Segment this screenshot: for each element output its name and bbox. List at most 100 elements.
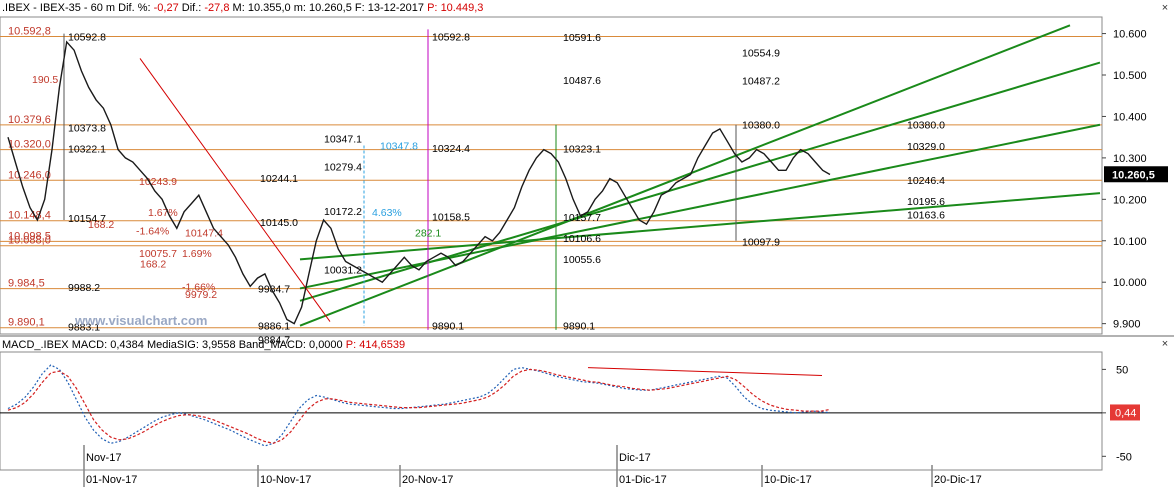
price-annotation: 4.63% [372,207,402,219]
price-series [7,40,831,325]
level-label: 10.592,8 [8,26,51,38]
channel-line [299,24,1071,327]
price-annotation: 9988.2 [68,282,100,294]
macd-title: MACD_.IBEX [2,339,69,351]
signal-line [7,368,831,444]
level-label: 10.148,4 [8,210,51,222]
dif-label: Dif.: [181,2,202,14]
price-y-tick-label: 9.900 [1113,319,1141,331]
price-annotation: 190.5 [32,74,58,86]
price-annotation: 10031.2 [324,264,362,276]
signal-value: 3,9558 [201,339,236,351]
p-label: P: [427,2,438,14]
axes: 10.600 10.500 10.400 10.300 10.200 10.100 10.0… [0,29,1168,487]
price-annotation: 10380.0 [742,120,780,132]
price-annotation: -1.64% [136,225,169,237]
price-annotation: 10324.4 [432,143,470,155]
symbol-label: .IBEX - IBEX-35 - 60 m [2,2,116,14]
max-value: 10.355,0 [247,2,291,14]
level-label: 9.984,5 [8,278,45,290]
level-label: 10.246,0 [8,169,51,181]
x-tick-label: 20-Dic-17 [934,474,982,486]
level-label: 9.890,1 [8,317,45,329]
x-tick-label: Dic-17 [619,452,651,464]
price-annotation: 10347.8 [380,140,418,152]
date-label: F: [354,2,365,14]
price-annotation: 9984.7 [258,284,290,296]
price-annotation: 10591.6 [563,32,601,44]
x-tick-label: 10-Dic-17 [764,474,812,486]
price-panel-frame [0,16,1103,335]
x-tick-label: 01-Nov-17 [86,474,137,486]
macd-y-tick-label: -50 [1116,451,1132,463]
price-line [7,40,831,325]
level-label: 10.098,5 [8,230,51,242]
level-label: 10.379,6 [8,114,51,126]
price-annotation: 10172.2 [324,206,362,218]
band-value: 0,0000 [309,339,343,351]
price-chart-header: .IBEX - IBEX-35 - 60 m Dif. %: -0,27 Dif… [2,1,483,15]
x-tick-label: 10-Nov-17 [260,474,311,486]
divergence-line [587,367,823,376]
last-price-label: 10.260,5 [1112,169,1155,181]
price-y-tick-label: 10.600 [1113,29,1147,41]
price-annotation: 10322.1 [68,144,106,156]
price-annotation: 10154.7 [68,213,106,225]
last-macd-label: 0,44 [1115,407,1136,419]
close-price-panel-icon[interactable]: × [1161,2,1169,14]
price-annotation: 10157.7 [563,212,601,224]
price-annotation: -1.66% [182,281,215,293]
min-label: m: [293,2,306,14]
level-label: 10.088,0 [8,235,51,247]
signal-label: MediaSIG: [146,339,199,351]
price-y-tick-label: 10.500 [1113,70,1147,82]
price-annotation: 10329.0 [907,141,945,153]
dif-pct-label: Dif. %: [118,2,151,14]
price-y-tick-label: 10.200 [1113,194,1147,206]
price-annotation: 10158.5 [432,212,470,224]
price-annotation: 9883.1 [68,322,100,334]
price-annotation: 10147.4 [185,227,223,239]
price-annotation: 10075.7 [139,248,177,260]
max-label: M: [232,2,245,14]
price-annotation: 10055.6 [563,254,601,266]
price-annotations: 10.592,8 10.379,6 10.320,0 10.246,0 10.148,4… [8,26,945,347]
macd-line [7,364,831,447]
channel-line [299,123,1101,290]
price-annotation: 10347.1 [324,133,362,145]
macd-label: MACD: [71,339,108,351]
x-tick-label: 20-Nov-17 [402,474,453,486]
macd-value: 0,4384 [110,339,144,351]
price-annotation: 10592.8 [68,32,106,44]
price-annotation: 10373.8 [68,122,106,134]
macd-panel [0,351,1103,471]
close-macd-panel-icon[interactable]: × [1161,338,1169,350]
price-y-tick-label: 10.400 [1113,111,1147,123]
price-annotation: 9890.1 [563,321,595,333]
price-annotation: 168.2 [88,219,114,231]
date-value: 13-12-2017 [367,2,425,14]
min-value: 10.260,5 [309,2,352,14]
level-label: 10.320,0 [8,139,51,151]
last-price-box [1104,166,1168,183]
price-annotation: 10163.6 [907,209,945,221]
price-y-tick-label: 10.300 [1113,153,1147,165]
price-panel [0,16,1174,337]
price-annotation: 10097.9 [742,237,780,249]
x-tick-label: Nov-17 [86,452,121,464]
price-annotation: 9890.1 [432,321,464,333]
price-annotation: 10106.6 [563,233,601,245]
price-annotation: 10554.9 [742,47,780,59]
macd-p-label: P: [345,339,357,351]
price-annotation: 1.67% [148,207,178,219]
price-annotation: 10380.0 [907,120,945,132]
price-annotation: 10592.8 [432,32,470,44]
price-annotation: 10243.9 [139,176,177,188]
watermark: www.visualchart.com [74,313,207,328]
price-annotation: 10487.6 [563,75,601,87]
channel-line [299,61,1101,302]
dif-value: -27,8 [204,2,230,14]
price-annotation: 168.2 [140,259,166,271]
price-annotation: 282.1 [415,227,441,239]
